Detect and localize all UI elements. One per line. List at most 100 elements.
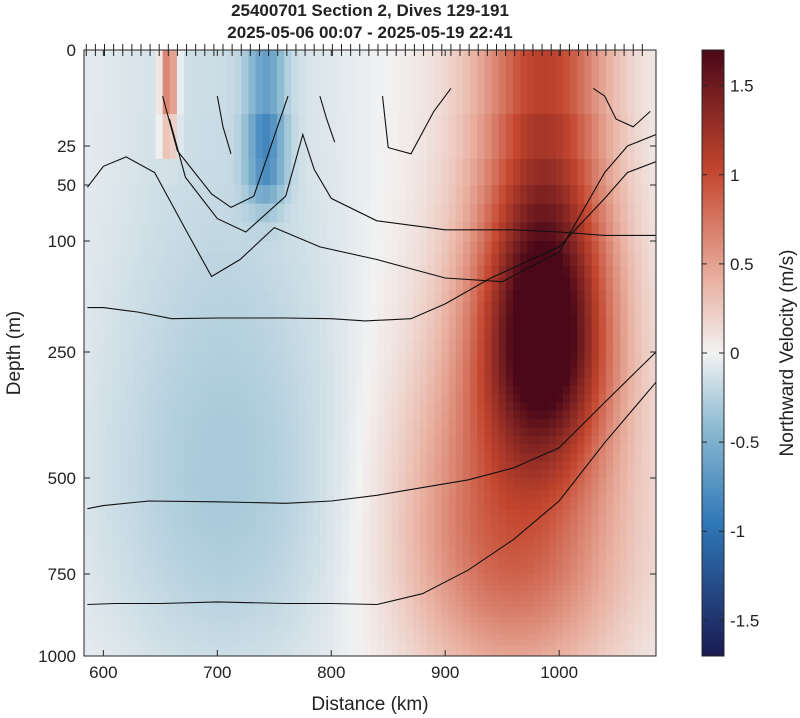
heatmap-cell [377,579,385,586]
heatmap-cell [362,574,371,581]
heatmap-cell [227,542,235,549]
heatmap-cell [605,394,614,403]
heatmap-cell [312,315,321,328]
heatmap-cell [255,159,264,186]
heatmap-cell [291,574,300,581]
heatmap-cell [241,490,250,498]
heatmap-cell [291,461,300,471]
heatmap-cell [491,265,500,279]
heatmap-cell [148,339,157,353]
heatmap-cell [205,529,214,537]
heatmap-cell [577,484,586,492]
heatmap-cell [105,601,114,608]
heatmap-cell [291,639,300,646]
heatmap-cell [563,339,571,353]
heatmap-cell [327,315,335,328]
heatmap-cell [312,290,321,304]
heatmap-cell [191,385,199,395]
heatmap-cell [377,561,385,569]
heatmap-cell [305,302,314,316]
heatmap-cell [377,590,385,597]
heatmap-cell [277,542,285,549]
heatmap-cell [427,222,435,242]
heatmap-cell [648,352,656,361]
heatmap-cell [477,203,485,223]
heatmap-cell [162,368,171,378]
heatmap-cell [570,410,578,420]
heatmap-cell [169,503,178,511]
heatmap-cell [248,645,257,652]
heatmap-cell [505,516,514,524]
heatmap-cell [641,436,650,445]
heatmap-cell [498,590,507,597]
heatmap-cell [505,436,514,445]
heatmap-cell [155,548,164,556]
heatmap-cell [605,484,614,492]
heatmap-cell [541,114,550,160]
heatmap-cell [234,461,242,471]
heatmap-cell [613,265,621,279]
heatmap-cell [398,469,407,479]
heatmap-cell [184,478,192,485]
heatmap-cell [648,522,656,530]
heatmap-cell [355,302,364,316]
heatmap-cell [241,516,250,524]
heatmap-cell [234,265,242,279]
heatmap-cell [269,419,278,429]
heatmap-cell [405,241,414,254]
heatmap-cell [112,185,121,205]
heatmap-cell [598,419,607,429]
heatmap-cell [513,567,521,575]
heatmap-cell [348,394,357,403]
heatmap-cell [176,360,185,370]
heatmap-cell [255,410,264,420]
heatmap-cell [327,554,335,562]
heatmap-cell [441,548,450,556]
heatmap-cell [412,548,421,556]
heatmap-cell [527,427,536,437]
heatmap-cell [477,368,485,378]
heatmap-cell [470,510,478,517]
heatmap-cell [613,222,621,242]
heatmap-cell [198,567,207,575]
heatmap-cell [370,265,378,279]
heatmap-cell [341,253,350,267]
heatmap-cell [620,510,628,517]
heatmap-cell [298,278,307,291]
heatmap-cell [427,595,435,602]
heatmap-cell [105,278,114,291]
heatmap-cell [470,377,478,387]
heatmap-cell [534,368,543,378]
heatmap-cell [212,484,221,492]
heatmap-cell [91,253,99,267]
heatmap-cell [341,590,350,597]
heatmap-cell [648,241,656,254]
heatmap-cell [312,535,321,543]
colorbar-tick-label-3: 0 [730,344,739,363]
heatmap-cell [541,561,550,569]
heatmap-cell [134,410,142,420]
heatmap-cell [462,410,471,420]
heatmap-cell [148,444,157,454]
heatmap-cell [184,484,192,492]
heatmap-cell [384,554,393,562]
heatmap-cell [355,352,364,361]
heatmap-cell [255,590,264,597]
heatmap-cell [641,159,650,186]
heatmap-cell [477,50,485,115]
heatmap-cell [191,601,199,608]
heatmap-cell [577,529,586,537]
heatmap-cell [613,278,621,291]
heatmap-cell [119,542,128,549]
heatmap-cell [441,315,450,328]
heatmap-cell [227,584,235,591]
heatmap-cell [584,278,593,291]
heatmap-cell [577,50,586,115]
heatmap-cell [405,510,414,517]
heatmap-cell [527,522,536,530]
heatmap-cell [563,159,571,186]
heatmap-cell [412,574,421,581]
heatmap-cell [577,352,586,361]
heatmap-cell [627,222,636,242]
heatmap-cell [205,561,214,569]
